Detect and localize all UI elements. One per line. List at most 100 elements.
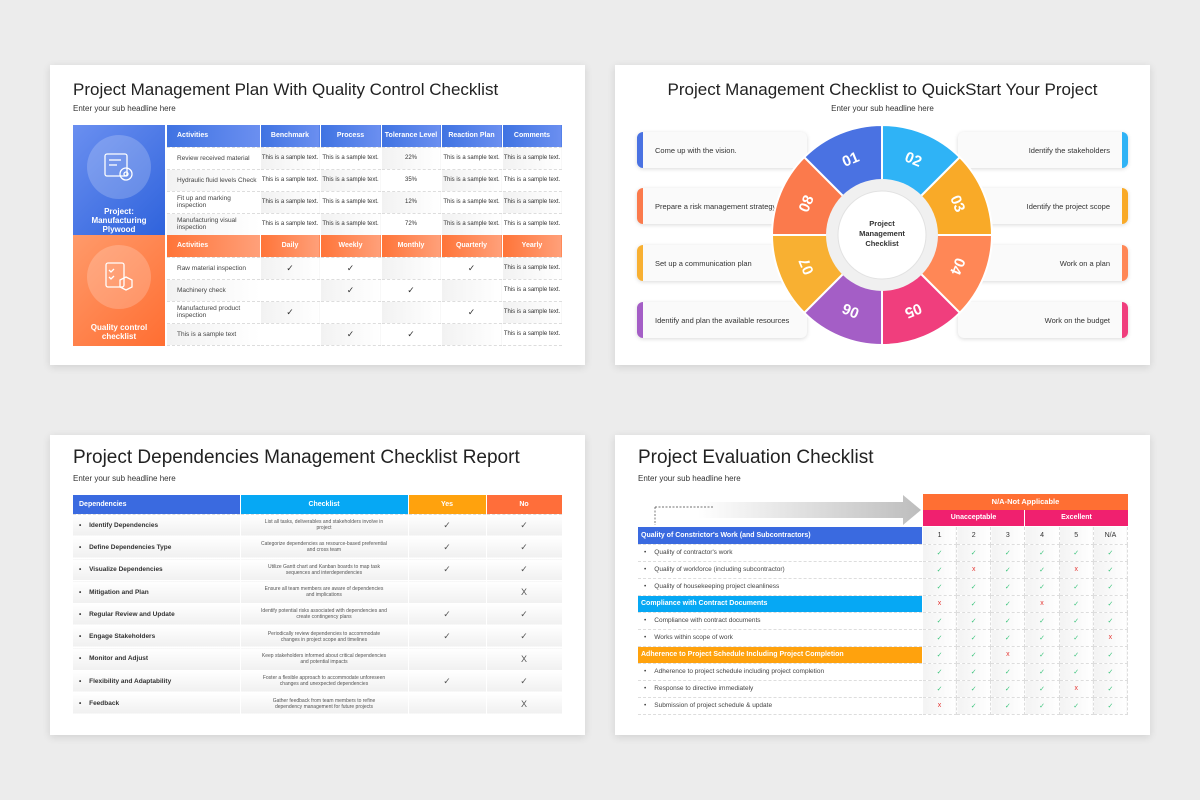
slide-title: Project Evaluation Checklist — [638, 447, 874, 468]
frequency-table: Activities Daily Weekly Monthly Quarterly Yea… — [167, 235, 563, 346]
activity-cell: Review received material — [167, 147, 261, 170]
check-mark: ✓ — [1093, 680, 1129, 698]
column-header: Reaction Plan — [441, 125, 503, 148]
excellent-header: Excellent — [1025, 510, 1128, 526]
check-mark: ✓ — [1093, 663, 1129, 681]
criteria-label: • Submission of project schedule & update — [638, 697, 923, 715]
section-row: Compliance with Contract Documents x ✓ ✓ x ✓ ✓ — [638, 595, 1129, 613]
step-card: Work on the budget — [958, 302, 1128, 338]
criteria-label: • Adherence to project schedule including… — [638, 663, 923, 681]
check-mark: ✓ — [956, 663, 992, 681]
value-cell: This is a sample text. — [502, 213, 563, 236]
table-row: Review received material This is a sample… — [167, 147, 563, 170]
check-mark: ✓ — [1059, 629, 1094, 647]
value-cell: This is a sample text. — [320, 147, 382, 170]
step-card: Identify and plan the available resource… — [637, 302, 807, 338]
header-row: Activities Benchmark Process Tolerance Leve… — [167, 125, 563, 148]
column-header: No — [486, 495, 563, 515]
bullet: • — [79, 610, 84, 618]
header-row: Activities Daily Weekly Monthly Quarterly Yea… — [167, 235, 563, 258]
criteria-text: Quality of workforce (including subcontr… — [654, 566, 785, 573]
value-cell: ✓ — [381, 323, 442, 346]
column-header: Weekly — [320, 235, 382, 258]
step-number: 05 — [902, 299, 924, 321]
check-mark: ✓ — [1093, 646, 1129, 664]
check-mark: ✓ — [1093, 612, 1129, 630]
check-mark: ✓ — [956, 544, 992, 562]
value-cell: This is a sample text. — [502, 323, 563, 346]
no-cell: ✓ — [486, 536, 563, 560]
check-mark: ✓ — [990, 578, 1026, 596]
step-card: Come up with the vision. — [637, 132, 807, 168]
check-mark: ✓ — [990, 595, 1026, 613]
blueprint-gear-icon — [87, 135, 151, 199]
cross-mark: x — [1059, 680, 1094, 698]
table-row: Manufactured product inspection ✓ ✓ This is… — [167, 301, 563, 324]
dependency-cell: • Mitigation and Plan — [73, 580, 241, 604]
value-cell: 35% — [381, 169, 442, 192]
slide-title: Project Management Plan With Quality Con… — [73, 80, 499, 99]
qc-label: Quality control checklist — [90, 323, 148, 341]
criteria-row: • Quality of workforce (including subcont… — [638, 561, 1129, 579]
scale-value: 5 — [1059, 527, 1094, 545]
criteria-row: • Quality of housekeeping project cleanli… — [638, 578, 1129, 596]
check-mark: ✓ — [1059, 663, 1094, 681]
checklist-cell: List all tasks, deliverables and stakeho… — [240, 514, 409, 537]
center-line: Management — [859, 229, 905, 238]
dependency-cell: • Regular Review and Update — [73, 603, 241, 626]
yes-cell: ✓ — [408, 603, 487, 626]
check-mark: ✓ — [990, 629, 1026, 647]
header-row: Dependencies Checklist Yes No — [73, 495, 563, 515]
project-panel: Project: Manufacturing Plywood — [73, 125, 165, 235]
check-mark: ✓ — [1024, 680, 1060, 698]
yes-cell — [408, 580, 487, 604]
check-mark: ✓ — [990, 680, 1026, 698]
table-row: Raw material inspection ✓ ✓ ✓ This is a samp… — [167, 257, 563, 280]
criteria-label: • Compliance with contract documents — [638, 612, 923, 630]
center-line: Project — [869, 219, 895, 228]
value-cell: This is a sample text. — [441, 169, 503, 192]
step-card: Identify the stakeholders — [958, 132, 1128, 168]
value-cell — [381, 301, 442, 324]
section-label: Quality of Constrictor's Work (and Subco… — [638, 527, 923, 545]
value-cell: This is a sample text. — [502, 169, 563, 192]
scale-value: N/A — [1093, 527, 1129, 545]
check-mark: ✓ — [922, 544, 958, 562]
check-mark: ✓ — [1093, 561, 1129, 579]
slide-quality-control: Project Management Plan With Quality Con… — [50, 65, 585, 365]
yes-cell: ✓ — [408, 514, 487, 537]
criteria-text: Response to directive immediately — [654, 685, 754, 692]
checklist-cell: Gather feedback from team members to ref… — [240, 692, 409, 716]
dependency-label: Flexibility and Adaptability — [89, 677, 172, 685]
column-header: Process — [320, 125, 382, 148]
step-number: 04 — [946, 255, 968, 278]
value-cell: ✓ — [441, 257, 503, 280]
slide-subtitle: Enter your sub headline here — [73, 104, 176, 113]
table-row: • Mitigation and Plan Ensure all team mem… — [73, 580, 563, 604]
bullet: • — [79, 677, 84, 685]
cross-mark: x — [1024, 595, 1060, 613]
cross-mark: x — [1059, 561, 1094, 579]
value-cell: This is a sample text. — [441, 147, 503, 170]
criteria-text: Quality of housekeeping project cleanlin… — [654, 583, 780, 590]
value-cell: This is a sample text. — [502, 257, 563, 280]
table-row: • Flexibility and Adaptability Foster a f… — [73, 670, 563, 693]
check-mark: ✓ — [1059, 578, 1094, 596]
no-cell: X — [486, 647, 563, 671]
check-mark: ✓ — [1024, 612, 1060, 630]
cross-mark: x — [922, 697, 958, 715]
criteria-label: • Quality of workforce (including subcont… — [638, 561, 923, 579]
activity-cell: This is a sample text — [167, 323, 261, 346]
section-row: Adherence to Project Schedule Including … — [638, 646, 1129, 664]
column-header: Tolerance Level — [381, 125, 442, 148]
slide-title: Project Management Checklist to QuickSta… — [667, 80, 1098, 99]
dependency-label: Monitor and Adjust — [89, 655, 149, 663]
value-cell — [441, 279, 503, 302]
bullet: • — [79, 700, 84, 708]
activity-cell: Manufacturing visual inspection — [167, 213, 261, 236]
unacceptable-header: Unacceptable — [923, 510, 1025, 526]
value-cell — [441, 323, 503, 346]
value-cell: This is a sample text. — [441, 213, 503, 236]
value-cell: ✓ — [260, 301, 321, 324]
column-header: Benchmark — [260, 125, 321, 148]
